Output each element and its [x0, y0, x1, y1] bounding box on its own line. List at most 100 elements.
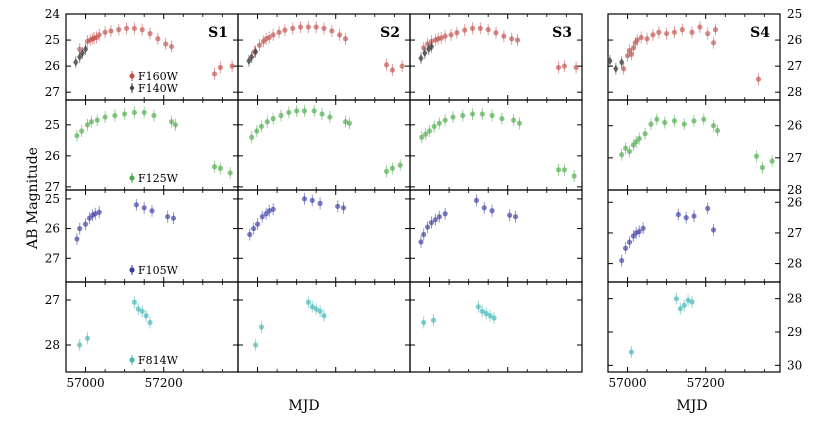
data-point-f105w: [481, 205, 487, 211]
data-point-f125w: [102, 114, 108, 120]
y-tick-label: 27: [45, 85, 60, 99]
data-point-f814w: [475, 304, 482, 310]
y-tick-label: 27: [45, 251, 60, 265]
data-point-f160w: [229, 63, 235, 69]
data-point-f160w: [477, 25, 483, 31]
data-point-f125w: [460, 112, 466, 119]
data-point-f814w: [483, 310, 489, 317]
data-point-f814w: [681, 302, 687, 308]
data-point-f125w: [561, 167, 568, 173]
data-point-f125w: [636, 135, 642, 142]
data-point-f814w: [317, 308, 323, 314]
data-point-f160w: [679, 27, 685, 33]
legend-label-f814w: F814W: [138, 354, 179, 367]
data-point-f160w: [644, 36, 650, 42]
y-tick-label: 25: [45, 118, 60, 132]
data-point-f125w: [79, 128, 85, 134]
data-point-f125w: [211, 164, 218, 170]
data-point-f160w: [290, 25, 296, 31]
data-point-f105w: [141, 205, 147, 211]
data-point-f105w: [251, 225, 257, 232]
data-point-f160w: [399, 63, 405, 69]
panel-s3-row2: [409, 99, 583, 191]
data-point-f160w: [628, 51, 635, 57]
data-point-f160w: [638, 34, 644, 41]
panel-s4-row3: 26 27 28: [607, 189, 802, 283]
data-point-f125w: [327, 114, 333, 120]
data-point-f160w: [163, 41, 169, 47]
data-point-f125w: [172, 122, 179, 128]
data-point-f160w: [102, 29, 108, 35]
y-axis-title: AB Magnitude: [25, 147, 41, 250]
data-point-f160w: [573, 64, 579, 71]
panel-s4-row1: 25 26 27 28 S4: [607, 7, 802, 101]
data-point-f105w: [82, 221, 89, 227]
data-point-f105w: [683, 215, 689, 221]
panel-s2-row3: [237, 189, 411, 283]
data-point-f125w: [112, 112, 118, 119]
data-point-f125w: [94, 117, 100, 123]
data-point-f105w: [301, 196, 308, 202]
data-point-f125w: [489, 112, 495, 119]
data-point-f814w: [421, 319, 427, 326]
data-point-f140w: [418, 54, 424, 63]
data-point-f160w: [256, 42, 263, 48]
data-point-f160w: [705, 30, 711, 37]
data-point-f125w: [431, 123, 437, 129]
legend-label-f125w: F125W: [138, 172, 179, 185]
data-point-f105w: [428, 220, 435, 226]
data-point-f160w: [656, 29, 662, 35]
data-point-f105w: [92, 211, 98, 217]
legend-label-f160w: F160W: [138, 70, 179, 83]
legend-label-f105w: F105W: [138, 264, 179, 277]
data-point-f160w: [321, 25, 327, 31]
data-point-f814w: [84, 335, 91, 341]
data-point-f814w: [677, 306, 683, 312]
data-point-f140w: [422, 49, 428, 58]
data-point-f160w: [485, 27, 491, 33]
data-point-f105w: [247, 231, 253, 238]
panel-s2-row4: [237, 281, 411, 373]
data-point-f814w: [309, 304, 315, 310]
data-point-f160w: [514, 37, 521, 43]
data-point-f814w: [685, 297, 691, 303]
data-point-f105w: [170, 215, 177, 221]
data-point-f814w: [135, 306, 141, 312]
data-point-f160w: [710, 40, 717, 46]
data-point-f160w: [217, 64, 224, 71]
y-tick-label: 26: [45, 149, 60, 163]
data-point-f814w: [77, 342, 83, 348]
y-tick-label: 27: [45, 180, 60, 194]
y-tick-label: 27: [45, 293, 60, 307]
data-point-f814w: [689, 299, 695, 305]
data-point-f105w: [418, 239, 424, 245]
data-point-f814w: [313, 306, 319, 312]
data-point-f125w: [426, 128, 433, 134]
x-axis-title-right: MJD: [676, 398, 707, 414]
data-point-f105w: [149, 208, 155, 214]
data-point-f160w: [389, 67, 396, 73]
data-point-f125w: [88, 119, 95, 125]
data-point-f125w: [419, 134, 425, 140]
data-point-f125w: [278, 112, 284, 119]
data-point-f125w: [258, 123, 265, 129]
data-point-f125w: [319, 111, 325, 117]
data-point-f125w: [389, 165, 396, 171]
panel-label-s3: S3: [552, 25, 572, 41]
data-point-f160w: [621, 66, 627, 72]
data-point-f105w: [335, 203, 341, 209]
data-point-f105w: [77, 225, 83, 232]
data-point-f160w: [211, 71, 218, 77]
data-point-f125w: [151, 112, 157, 119]
data-point-f160w: [139, 27, 145, 33]
data-point-f160w: [282, 27, 288, 33]
data-point-f125w: [555, 167, 562, 173]
data-point-f140w: [79, 49, 86, 58]
data-point-f160w: [123, 25, 130, 31]
data-point-f105w: [259, 214, 265, 220]
data-point-f125w: [311, 108, 317, 114]
data-point-f105w: [317, 200, 323, 206]
data-point-f160w: [561, 63, 568, 69]
y-tick-label: 26: [45, 222, 60, 236]
data-point-f160w: [96, 32, 102, 38]
